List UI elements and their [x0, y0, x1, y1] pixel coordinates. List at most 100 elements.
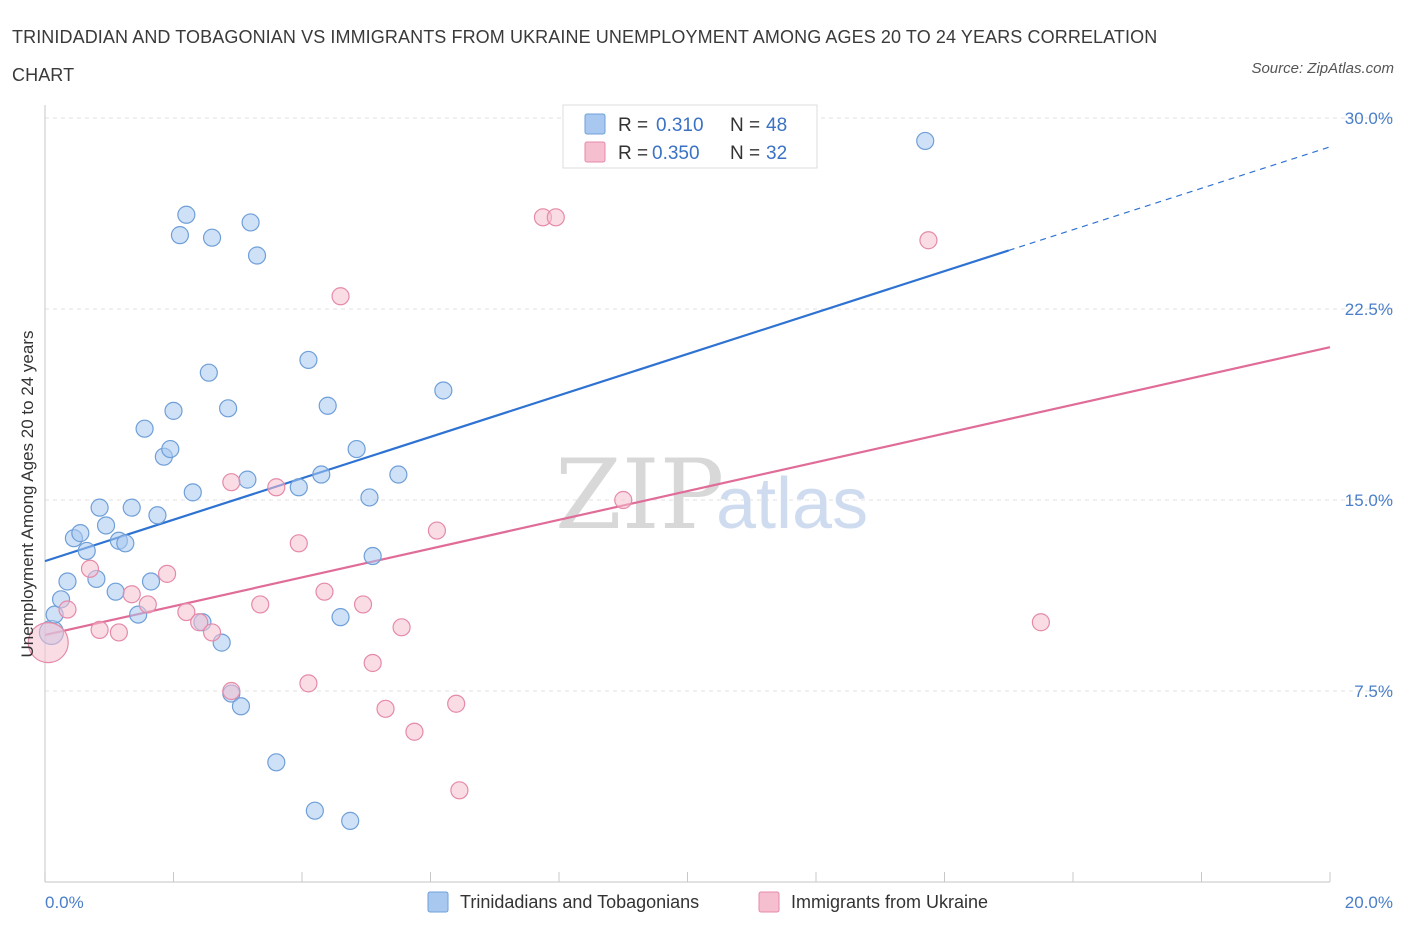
- point-s0-39: [318, 396, 337, 415]
- legend-swatch-0: [584, 113, 606, 135]
- point-s0-23: [183, 483, 202, 502]
- watermark-zip: ZIP: [555, 439, 724, 551]
- point-s0-3: [58, 572, 77, 591]
- watermark: ZIP atlas: [555, 439, 868, 551]
- bottom-legend-label-0: Trinidadians and Tobagonians: [460, 892, 699, 912]
- point-s0-20: [164, 401, 183, 420]
- point-s0-10: [106, 582, 125, 601]
- point-s0-26: [202, 228, 222, 247]
- point-s0-30: [231, 697, 251, 716]
- legend-n-value-1: 32: [766, 143, 787, 164]
- point-s1-26: [450, 781, 469, 800]
- bottom-legend-label-1: Immigrants from Ukraine: [791, 892, 988, 912]
- legend-n-value-0: 48: [766, 115, 787, 136]
- point-s1-23: [405, 722, 424, 741]
- point-s1-17: [315, 582, 334, 601]
- point-s0-44: [363, 546, 382, 566]
- legend-r-label-1: R =: [618, 143, 648, 164]
- point-s0-19: [161, 439, 180, 459]
- point-s0-43: [360, 488, 379, 507]
- point-s0-47: [916, 131, 935, 151]
- point-s0-33: [247, 246, 267, 265]
- point-s1-12: [222, 473, 241, 492]
- y-axis-label: Unemployment Among Ages 20 to 24 years: [18, 331, 37, 658]
- chart-title: TRINIDADIAN AND TOBAGONIAN VS IMMIGRANTS…: [12, 27, 1158, 85]
- point-s1-5: [122, 585, 141, 604]
- bottom-legend-swatch-1: [758, 891, 780, 913]
- point-s1-0: [27, 622, 69, 664]
- point-s1-11: [222, 681, 241, 701]
- trend-line-0: [44, 249, 1010, 563]
- chart-source: Source: ZipAtlas.com: [1251, 60, 1394, 77]
- x-tick-label-max: 20.0%: [1345, 893, 1393, 912]
- x-tick-labels: 0.0% 20.0%: [45, 893, 1393, 912]
- point-s0-25: [199, 363, 218, 382]
- point-s0-34: [267, 753, 286, 772]
- point-s1-29: [614, 490, 633, 510]
- point-s0-41: [341, 811, 360, 830]
- point-s0-17: [148, 506, 167, 525]
- trend-line-1: [44, 346, 1331, 637]
- point-s1-28: [546, 208, 565, 227]
- point-s1-2: [80, 559, 100, 578]
- point-s0-6: [71, 524, 90, 543]
- point-s0-42: [347, 439, 366, 459]
- point-s1-15: [289, 534, 308, 553]
- legend-r-value-0: 0.310: [656, 115, 704, 136]
- legend: R = 0.310 N = 48 R = 0.350 N = 32: [562, 104, 818, 169]
- x-tick-label-min: 0.0%: [45, 893, 84, 912]
- point-s1-22: [392, 618, 411, 637]
- point-s1-4: [109, 623, 128, 642]
- point-s0-5: [77, 541, 96, 561]
- legend-swatch-1: [584, 141, 606, 163]
- point-s1-3: [90, 620, 109, 639]
- trend-line-extension-0: [1008, 146, 1331, 251]
- point-s1-16: [299, 674, 318, 693]
- point-s1-14: [267, 478, 286, 497]
- y-tick-label-1: 15.0%: [1345, 491, 1393, 510]
- y-tick-labels: 7.5% 15.0% 22.5% 30.0%: [1345, 109, 1393, 701]
- point-s0-45: [389, 465, 408, 484]
- point-s0-46: [434, 381, 453, 400]
- legend-r-label-0: R =: [618, 115, 648, 136]
- point-s0-21: [170, 226, 190, 245]
- point-s0-32: [241, 213, 260, 232]
- point-s1-1: [58, 600, 77, 619]
- point-s1-10: [202, 623, 222, 642]
- point-s0-31: [238, 470, 257, 489]
- point-s1-25: [447, 694, 466, 713]
- point-s0-12: [116, 534, 135, 553]
- point-s0-16: [141, 572, 161, 591]
- point-s1-21: [376, 699, 395, 718]
- y-tick-label-2: 22.5%: [1345, 300, 1393, 319]
- point-s0-22: [177, 205, 196, 224]
- point-s1-9: [190, 613, 209, 632]
- legend-r-value-1: 0.350: [652, 143, 700, 164]
- point-s1-8: [177, 602, 196, 622]
- legend-n-label-1: N =: [730, 143, 760, 164]
- point-s0-13: [122, 498, 141, 517]
- trend-lines: [44, 146, 1331, 637]
- bottom-legend: Trinidadians and Tobagonians Immigrants …: [427, 891, 988, 913]
- data-points: [27, 131, 1050, 830]
- y-tick-label-0: 7.5%: [1354, 682, 1393, 701]
- point-s0-15: [135, 419, 154, 438]
- x-ticks: [44, 872, 1331, 882]
- point-s0-28: [219, 399, 238, 418]
- watermark-atlas: atlas: [716, 464, 868, 544]
- point-s0-8: [90, 498, 109, 517]
- point-s0-40: [331, 608, 350, 627]
- y-tick-label-3: 30.0%: [1345, 109, 1393, 128]
- legend-n-label-0: N =: [730, 115, 760, 136]
- point-s1-20: [363, 653, 382, 673]
- point-s1-31: [1031, 613, 1050, 632]
- bottom-legend-swatch-0: [427, 891, 449, 913]
- point-s1-24: [427, 521, 447, 540]
- point-s0-38: [312, 465, 331, 484]
- point-s1-30: [919, 231, 938, 250]
- gridlines: [45, 117, 1395, 692]
- point-s1-7: [157, 564, 177, 583]
- point-s0-35: [289, 478, 308, 497]
- point-s1-6: [138, 595, 157, 614]
